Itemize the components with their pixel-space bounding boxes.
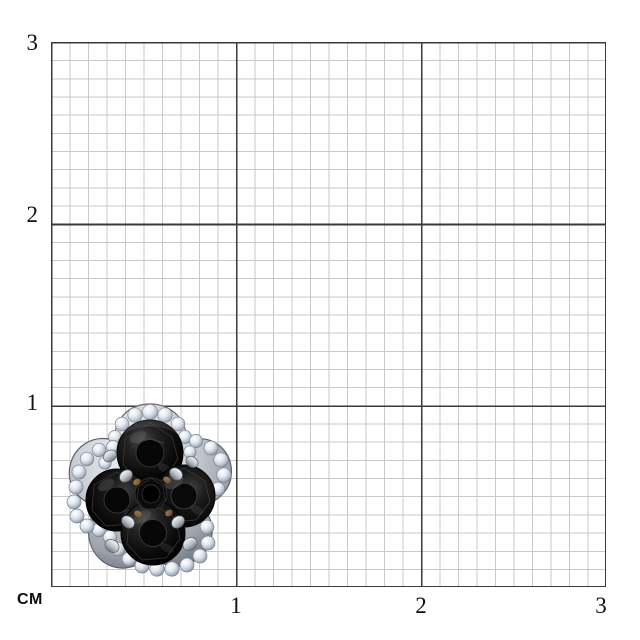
x-axis-tick-2: 2: [415, 593, 427, 618]
black-gemstone-bottom: [120, 500, 186, 566]
unit-label-cm: CM: [17, 591, 43, 608]
jewelry-highlight: [114, 404, 187, 441]
prong-group: [103, 449, 199, 553]
x-axis-tick-1: 1: [230, 593, 242, 618]
y-axis-tick-1: 1: [26, 390, 39, 415]
y-axis-tick-3: 3: [26, 30, 39, 55]
quatrefoil-black-gem-jewelry: [66, 396, 234, 588]
y-axis-tick-2: 2: [26, 202, 39, 227]
center-black-gemstone: [134, 477, 168, 511]
x-axis-tick-3: 3: [595, 593, 607, 618]
